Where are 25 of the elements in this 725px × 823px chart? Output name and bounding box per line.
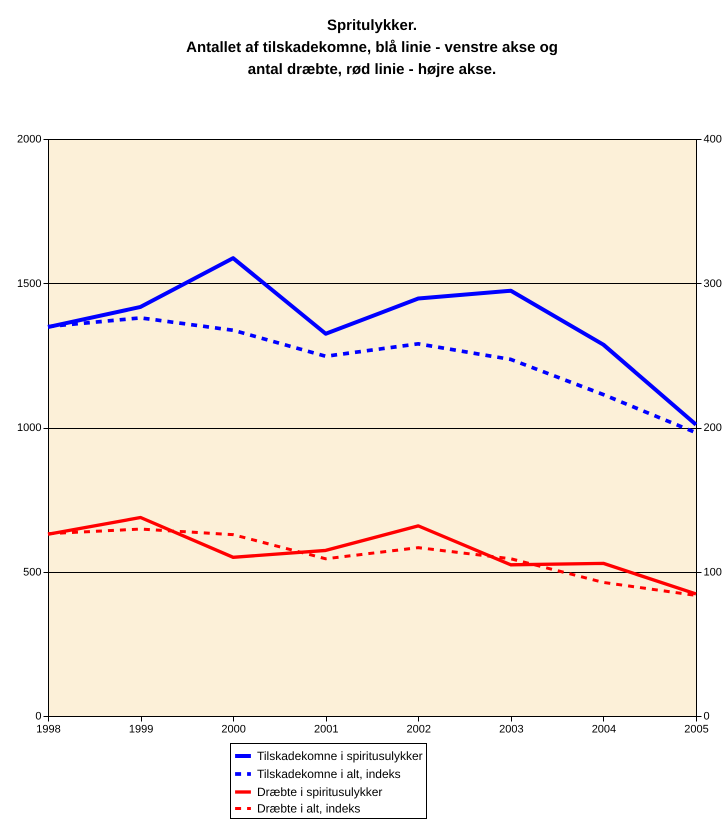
x-tick-label: 2005	[684, 724, 709, 736]
x-tick-label: 2004	[592, 724, 616, 736]
y2-tick-label: 200	[704, 422, 722, 434]
text: Antallet af tilskadekomne, blå linie - venstre akse og	[186, 39, 558, 56]
x-tick-label: 1999	[128, 724, 154, 736]
x-tick-label: 2001	[314, 724, 338, 736]
legend-label: Tilskadekomne i alt, indeks	[257, 767, 401, 781]
y-tick-label: 0	[35, 710, 42, 722]
x-tick-label: 2000	[221, 724, 246, 736]
text: Spritulykker.	[326, 17, 418, 34]
legend-label: Tilskadekomne i spiritusulykker	[257, 749, 423, 763]
text: antal dræbte, rød linie - højre akse.	[248, 61, 496, 78]
y2-tick-label: 400	[704, 134, 722, 146]
x-tick-label: 2002	[406, 724, 432, 736]
y-tick-label: 500	[23, 566, 42, 578]
legend-label: Dræbte i alt, indeks	[257, 802, 360, 816]
y2-tick-label: 100	[704, 566, 722, 578]
y2-tick-label: 0	[704, 710, 710, 722]
y-tick-label: 1500	[17, 278, 42, 290]
y2-tick-label: 300	[704, 278, 722, 290]
x-tick-label: 1998	[36, 724, 61, 736]
y-tick-label: 1000	[17, 422, 42, 434]
x-tick-label: 2003	[499, 724, 524, 736]
legend-label: Dræbte i spiritusulykker	[257, 785, 382, 799]
y-tick-label: 2000	[17, 134, 42, 146]
